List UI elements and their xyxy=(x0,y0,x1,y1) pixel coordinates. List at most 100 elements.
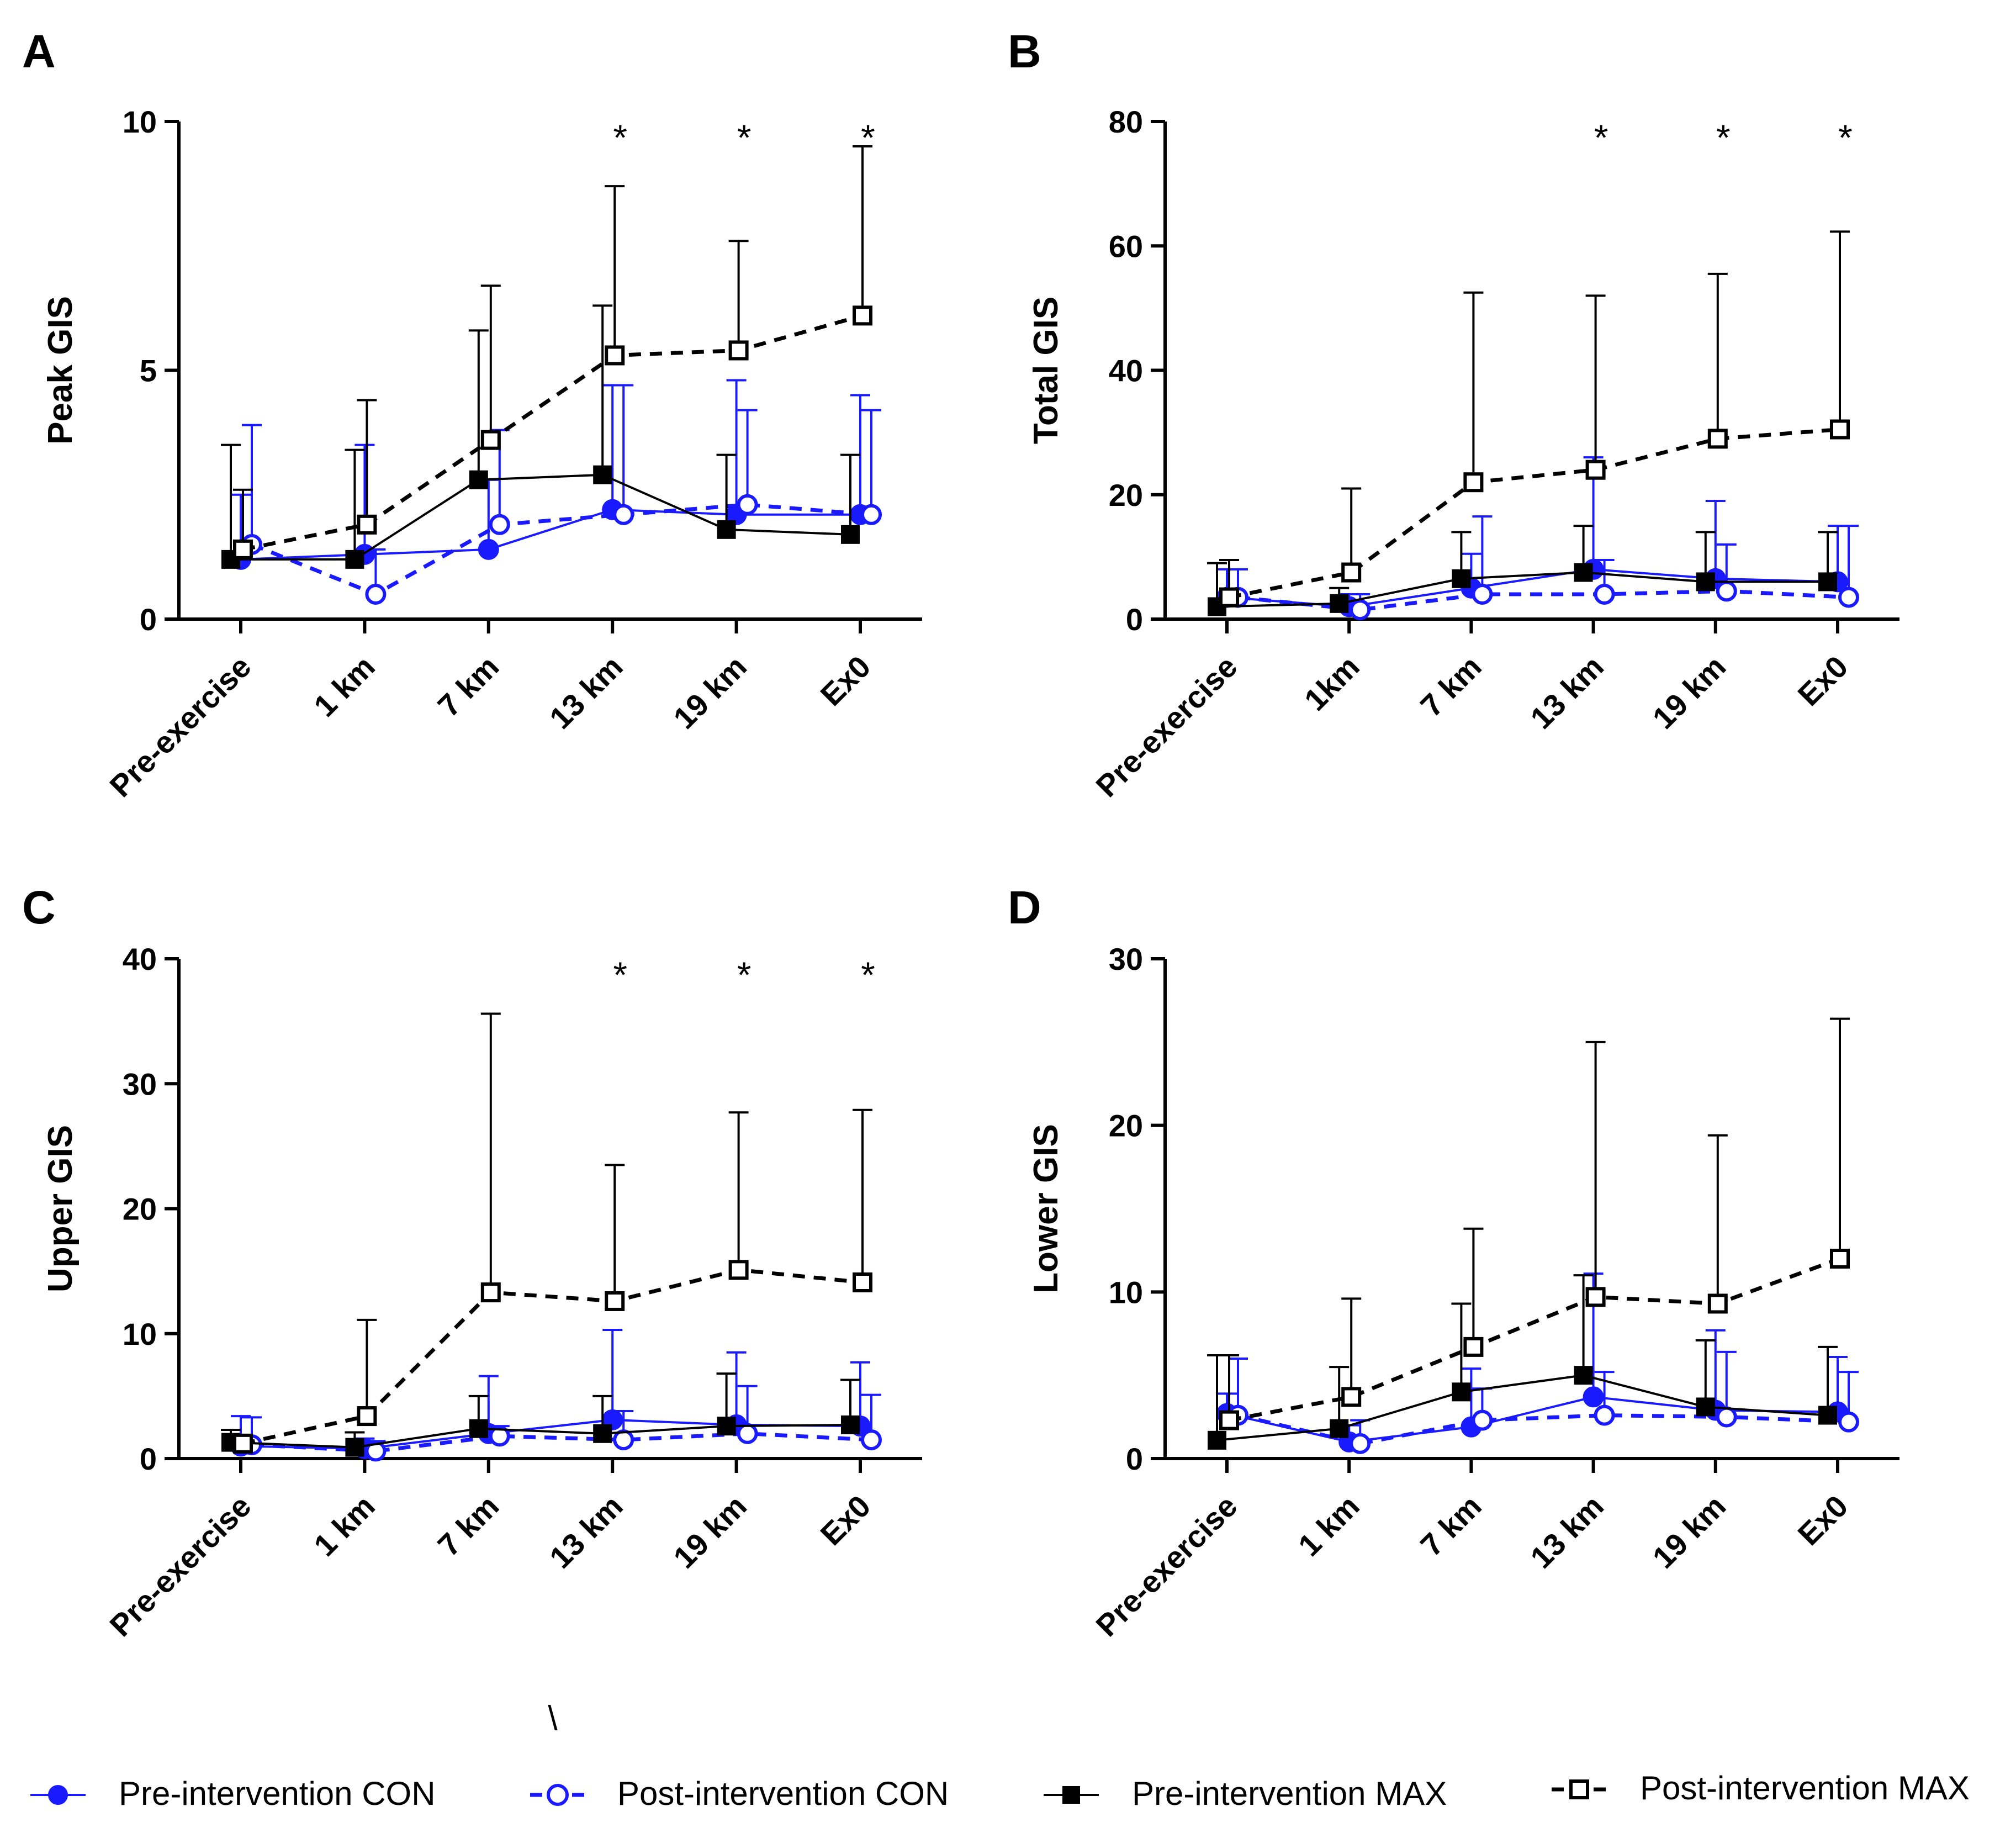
x-tick-label: 19 km xyxy=(666,649,753,736)
series-pre-con xyxy=(1216,1272,1848,1453)
data-point xyxy=(233,539,253,559)
panel-b: B Total GIS 0 20 40 60 80 Pre-exercise 1km 7 km 13… xyxy=(1008,25,1899,804)
x-tick-label: 1 km xyxy=(1292,1488,1366,1563)
series-line xyxy=(230,1423,851,1449)
legend-item-post-max: Post-intervention MAX xyxy=(1552,1770,1970,1807)
x-tick-label: 1 km xyxy=(307,649,382,723)
y-tick-label: 80 xyxy=(1109,104,1143,139)
data-point xyxy=(1594,1404,1615,1426)
x-tick-label: 7 km xyxy=(431,1488,505,1563)
data-point xyxy=(1818,1406,1837,1425)
y-axis-title: Upper GIS xyxy=(41,1125,80,1292)
y-axis-title: Lower GIS xyxy=(1027,1124,1065,1293)
legend-swatch-marker xyxy=(1062,1786,1080,1804)
data-point xyxy=(1707,429,1728,449)
legend-item-post-con: Post-intervention CON xyxy=(530,1775,949,1812)
legend-swatch-marker xyxy=(1569,1779,1589,1799)
series-line xyxy=(1229,427,1840,600)
data-point xyxy=(717,520,736,539)
x-tick-label: 13 km xyxy=(543,1488,629,1575)
y-tick-label: 10 xyxy=(123,104,157,139)
data-point xyxy=(1707,1293,1728,1314)
y-tick-label: 20 xyxy=(1109,478,1143,513)
data-point xyxy=(853,1272,872,1292)
series-line xyxy=(242,1267,863,1446)
x-tick-label: Ex0 xyxy=(1791,1488,1854,1552)
y-tick-label: 30 xyxy=(123,1066,157,1101)
y-tick-label: 5 xyxy=(140,353,157,388)
series-post-con xyxy=(241,384,882,605)
data-point xyxy=(489,514,510,535)
legend-label: Post-intervention MAX xyxy=(1640,1770,1970,1807)
data-point xyxy=(345,550,364,569)
y-tick-label: 30 xyxy=(1109,942,1143,976)
series-pre-max xyxy=(221,304,860,569)
data-point xyxy=(1818,572,1837,591)
series-line xyxy=(242,314,863,552)
x-tick-label: 19 km xyxy=(1645,649,1732,736)
panel-d: D Lower GIS 0 10 20 30 Pre-exercise 1 km 7 km 13 … xyxy=(1008,881,1899,1643)
data-point xyxy=(1472,1409,1493,1431)
x-tick-label: 1km xyxy=(1298,649,1366,717)
data-point xyxy=(1830,1249,1850,1269)
data-point xyxy=(1341,1387,1362,1407)
data-point xyxy=(1330,1419,1349,1438)
series-pre-max xyxy=(1207,1274,1838,1450)
data-point xyxy=(1472,583,1493,605)
significance-marker: * xyxy=(737,117,752,158)
data-point xyxy=(1696,572,1715,591)
data-point xyxy=(717,1417,736,1436)
data-point xyxy=(1583,1386,1604,1408)
legend: Pre-intervention CON Post-intervention CO… xyxy=(30,1770,1970,1812)
data-point xyxy=(365,583,387,605)
data-point xyxy=(469,470,488,489)
data-point xyxy=(1574,1366,1593,1385)
y-tick-label: 0 xyxy=(140,602,157,637)
x-tick-label: 13 km xyxy=(1523,1488,1610,1575)
x-tick-label: 7 km xyxy=(431,649,505,723)
data-point xyxy=(728,340,749,361)
data-point xyxy=(853,305,872,326)
panel-c: C Upper GIS 0 10 20 30 40 Pre-exercise 1 km 7 km 1… xyxy=(22,881,922,1643)
significance-marker: * xyxy=(861,954,875,995)
significance-marker: * xyxy=(1838,117,1853,158)
x-tick-label: 13 km xyxy=(1523,649,1610,736)
y-axis-title: Peak GIS xyxy=(41,296,80,445)
series-post-max xyxy=(1219,1017,1850,1430)
significance-marker: * xyxy=(613,954,627,995)
data-point xyxy=(1330,594,1349,613)
series-line xyxy=(240,508,860,561)
series-line xyxy=(251,503,872,596)
data-point xyxy=(1219,1410,1239,1430)
series-post-max xyxy=(1219,230,1850,608)
data-point xyxy=(593,1424,612,1443)
y-tick-label: 60 xyxy=(1109,229,1143,263)
series-post-con xyxy=(241,1385,882,1462)
x-tick-label: Pre-exercise xyxy=(1089,649,1244,804)
series-line xyxy=(1216,1374,1828,1441)
panels: A Peak GIS 0 5 10 Pre-exercise 1 km 7 km 13 km 19… xyxy=(22,25,1899,1643)
x-tick-label: 7 km xyxy=(1414,649,1488,723)
data-point xyxy=(1452,569,1471,588)
data-point xyxy=(1838,1411,1859,1433)
y-tick-label: 0 xyxy=(1126,602,1143,637)
data-point xyxy=(345,1438,364,1457)
legend-label: Pre-intervention CON xyxy=(119,1775,436,1812)
data-point xyxy=(480,1282,501,1303)
data-point xyxy=(1463,472,1484,493)
data-point xyxy=(861,504,882,525)
legend-item-pre-max: Pre-intervention MAX xyxy=(1044,1775,1447,1812)
data-point xyxy=(1594,583,1615,605)
data-point xyxy=(480,430,501,450)
data-point xyxy=(1585,460,1606,480)
series-post-max xyxy=(233,145,872,559)
legend-item-pre-con: Pre-intervention CON xyxy=(30,1775,436,1812)
y-tick-label: 40 xyxy=(123,942,157,976)
legend-swatch-marker xyxy=(48,1785,68,1805)
data-point xyxy=(1838,587,1859,608)
x-tick-label: 1 km xyxy=(307,1488,382,1563)
x-tick-label: Pre-exercise xyxy=(103,649,257,804)
series-line xyxy=(231,473,851,561)
legend-swatch-marker xyxy=(547,1784,569,1806)
